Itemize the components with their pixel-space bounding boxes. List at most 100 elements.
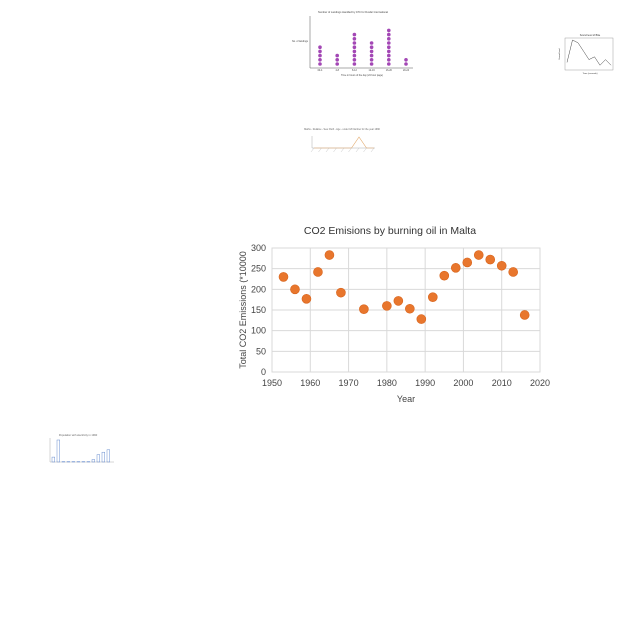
dot-marker: [352, 49, 357, 54]
y-tick-label: 150: [251, 305, 266, 315]
small-chart-ticks: [310, 147, 375, 153]
dot-marker: [369, 41, 374, 45]
dot-category-label: 8-12: [352, 69, 357, 72]
dot-marker: [352, 41, 357, 45]
x-tick-label: 2000: [453, 378, 473, 388]
dot-markers: [318, 28, 408, 66]
dot-marker: [387, 28, 391, 33]
sound-level-line-chart: Sound level of Bike Time (seconds) Sound…: [559, 34, 614, 75]
data-points: [278, 250, 530, 324]
bar: [101, 451, 105, 463]
dot-marker: [335, 62, 340, 66]
dot-marker: [387, 53, 391, 58]
x-axis-label: Year: [397, 394, 415, 404]
bar: [96, 454, 100, 463]
dot-marker: [352, 58, 357, 62]
small-tick: [348, 147, 352, 153]
bar: [106, 449, 110, 463]
dot-marker: [387, 62, 391, 66]
y-tick-labels: 0 50 100 150 200 250 300: [251, 243, 266, 377]
data-point: [405, 303, 415, 314]
chart-title: CO2 Emisions by burning oil in Malta: [304, 225, 476, 237]
bar-chart-title: Population with electricity in 1990: [59, 433, 98, 437]
dot-marker: [318, 45, 322, 49]
dot-category-label: 16-20: [386, 69, 393, 72]
small-tick: [340, 147, 345, 153]
dot-marker: [387, 41, 391, 45]
data-point: [416, 314, 427, 324]
ruth-age-line-chart: Maths - Relative - Sea: Ruth - Age - und…: [304, 128, 381, 153]
dot-category-label: 12-16: [369, 69, 376, 72]
dot-marker: [404, 58, 408, 62]
y-tick-label: 50: [256, 346, 266, 356]
line-series: [566, 39, 612, 66]
line-chart-frame: [564, 37, 614, 71]
data-point: [382, 301, 392, 311]
dot-marker: [352, 32, 357, 37]
line-chart-title: Sound level of Bike: [580, 34, 601, 37]
dot-marker: [352, 45, 357, 49]
y-tick-label: 300: [251, 243, 266, 253]
y-axis-label: Total CO2 Emissions (*10000: [238, 251, 248, 369]
data-point: [485, 254, 496, 265]
dot-category-labels: 00-4 4-8 8-12 12-16 16-20 20-24: [318, 69, 410, 72]
dot-chart-title: Number of Landings Handled by ATC for Du…: [318, 10, 388, 14]
line-chart-y-label: Sound level: [559, 48, 561, 60]
dot-marker: [369, 58, 374, 62]
dot-marker: [318, 53, 322, 58]
data-point: [393, 296, 404, 306]
data-point: [450, 263, 461, 273]
dot-marker: [404, 62, 408, 66]
data-point: [496, 260, 507, 271]
small-tick: [318, 147, 322, 153]
small-tick: [363, 147, 367, 153]
small-tick: [355, 147, 360, 153]
dot-marker: [335, 53, 340, 58]
x-tick-label: 2020: [530, 378, 550, 388]
data-point: [462, 257, 473, 268]
dot-chart-y-label: No. of landings: [292, 40, 309, 43]
data-point: [324, 250, 335, 260]
dot-marker: [318, 58, 322, 62]
data-point: [427, 292, 438, 302]
dot-marker: [318, 62, 322, 66]
dot-marker: [387, 49, 391, 54]
y-tick-label: 200: [251, 284, 266, 294]
y-tick-label: 100: [251, 326, 266, 336]
data-point: [290, 284, 300, 295]
bar: [91, 459, 95, 463]
data-point: [508, 267, 519, 277]
data-point: [519, 310, 530, 320]
y-tick-label: 0: [261, 367, 266, 377]
dot-marker: [387, 32, 391, 37]
x-tick-label: 2010: [492, 378, 512, 388]
landings-dot-chart: Number of Landings Handled by ATC for Du…: [292, 10, 413, 77]
data-point: [473, 250, 484, 260]
bar: [51, 456, 55, 463]
small-chart-title: Maths - Relative - Sea: Ruth - Age - und…: [304, 128, 380, 131]
x-tick-label: 1960: [300, 378, 320, 388]
data-point: [439, 270, 450, 281]
dot-category-label: 00-4: [318, 69, 323, 72]
dot-marker: [387, 37, 391, 41]
line-chart-x-label: Time (seconds): [583, 73, 598, 75]
dot-marker: [352, 62, 357, 66]
bar-series: [51, 439, 110, 463]
y-tick-label: 250: [251, 264, 266, 274]
x-tick-labels: 1950 1960 1970 1980 1990 2000 2010 2020: [262, 378, 550, 388]
small-tick: [370, 147, 375, 153]
dot-marker: [369, 62, 374, 66]
small-chart-series: [314, 136, 374, 149]
x-tick-label: 1950: [262, 378, 282, 388]
small-tick: [325, 147, 330, 153]
dot-marker: [369, 45, 374, 49]
x-tick-label: 1970: [339, 378, 359, 388]
x-tick-label: 1980: [377, 378, 397, 388]
bar: [56, 439, 60, 463]
x-tick-label: 1990: [415, 378, 435, 388]
dot-category-label: 4-8: [335, 69, 339, 72]
dot-marker: [369, 53, 374, 58]
dot-marker: [369, 49, 374, 54]
data-point: [301, 294, 312, 304]
